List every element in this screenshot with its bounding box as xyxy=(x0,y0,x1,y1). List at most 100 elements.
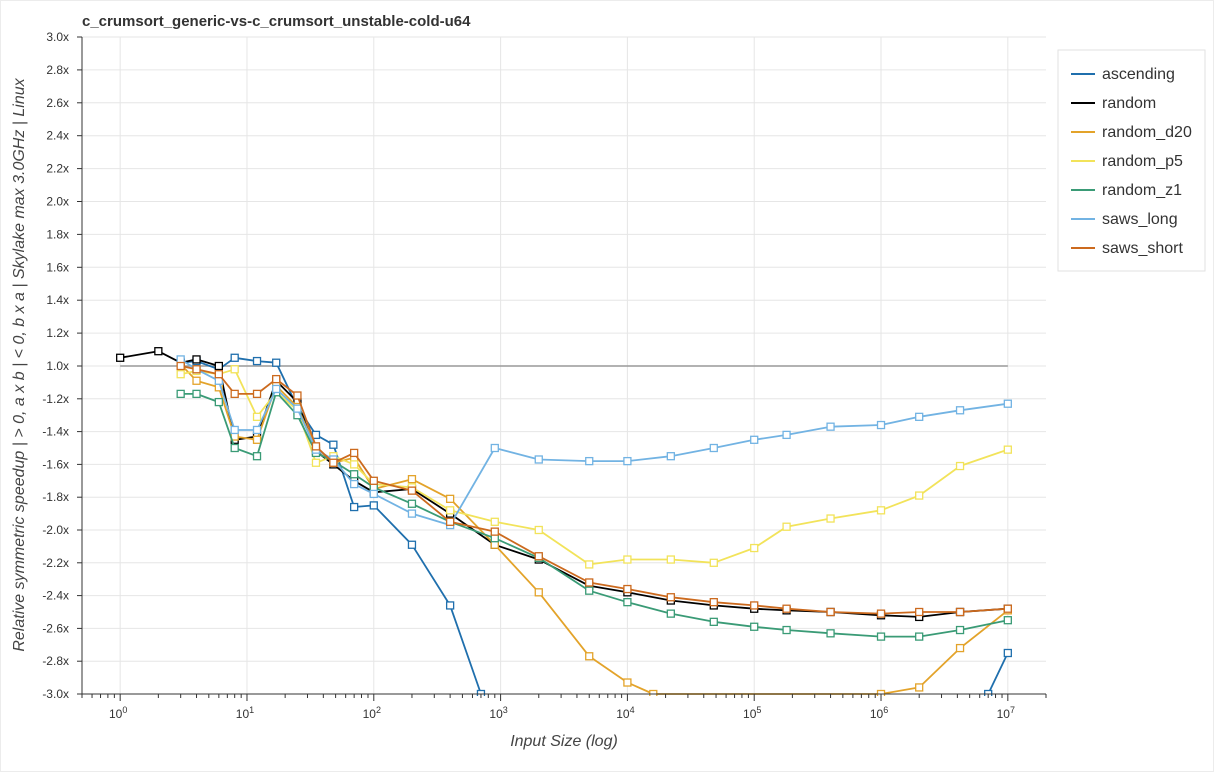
data-point xyxy=(876,420,886,430)
data-point xyxy=(252,356,262,366)
data-point xyxy=(252,412,262,421)
data-point xyxy=(915,607,924,617)
data-point xyxy=(585,456,594,466)
y-tick-label: -3.0x xyxy=(42,687,69,701)
data-point xyxy=(915,632,924,641)
x-axis-title: Input Size (log) xyxy=(510,733,618,750)
legend: ascending random random_d20 random_p5random… xyxy=(1057,49,1206,272)
data-point xyxy=(214,370,223,379)
data-point xyxy=(154,347,163,356)
data-point xyxy=(826,607,835,617)
data-point xyxy=(750,622,759,631)
legend-label: random_d20 xyxy=(1102,124,1192,141)
data-point xyxy=(349,502,359,512)
data-point xyxy=(252,425,262,435)
data-point xyxy=(1003,648,1012,658)
data-point xyxy=(272,384,281,394)
data-point xyxy=(623,598,632,607)
data-point xyxy=(782,522,791,531)
legend-label: saws_long xyxy=(1102,211,1178,228)
data-point xyxy=(369,489,378,499)
y-tick-label: -1.8x xyxy=(42,490,69,504)
data-point xyxy=(826,422,835,431)
data-point xyxy=(369,501,378,510)
data-point xyxy=(407,499,417,508)
data-point xyxy=(490,517,499,526)
data-point xyxy=(915,683,924,692)
y-tick-label: 1.8x xyxy=(46,227,69,241)
data-point xyxy=(1003,604,1012,613)
x-tick-label: 105 xyxy=(743,705,761,721)
data-point xyxy=(293,404,302,413)
legend-label: random_p5 xyxy=(1102,153,1183,170)
data-point xyxy=(407,475,417,484)
data-point xyxy=(666,593,675,602)
plot-area xyxy=(116,347,1012,696)
data-point xyxy=(192,365,201,374)
y-tick-label: -1.2x xyxy=(42,392,69,406)
data-point xyxy=(329,458,338,467)
data-point xyxy=(585,586,594,595)
y-tick-label: 3.0x xyxy=(46,30,69,44)
data-point xyxy=(311,458,321,467)
y-tick-label: 2.6x xyxy=(46,96,69,110)
data-point xyxy=(252,389,262,399)
data-point xyxy=(750,543,759,553)
x-tick-label: 103 xyxy=(489,705,507,721)
series-random-p5 xyxy=(176,365,1012,569)
data-point xyxy=(623,678,632,687)
series-saws-short xyxy=(176,361,1012,618)
data-point xyxy=(876,632,886,641)
legend-label: ascending xyxy=(1102,66,1175,83)
data-point xyxy=(349,470,359,479)
data-point xyxy=(826,629,835,638)
data-point xyxy=(955,607,965,617)
data-point xyxy=(585,578,594,587)
x-tick-label: 106 xyxy=(870,705,888,721)
data-point xyxy=(252,435,262,444)
data-point xyxy=(293,391,302,400)
data-point xyxy=(585,652,594,661)
y-tick-label: -2.6x xyxy=(42,621,69,635)
data-point xyxy=(407,509,417,518)
data-point xyxy=(445,601,455,610)
data-point xyxy=(955,461,965,471)
y-tick-label: 1.0x xyxy=(46,359,69,373)
data-point xyxy=(1003,399,1012,408)
data-point xyxy=(955,625,965,635)
axes: 3.0x 2.8x 2.6x 2.4x 2.2x 2.0x 1.8x 1.6x 1.4x 1.2x… xyxy=(42,30,1047,721)
legend-label: random xyxy=(1102,95,1156,112)
data-point xyxy=(192,376,201,385)
data-point xyxy=(750,435,759,444)
data-point xyxy=(709,558,718,567)
data-point xyxy=(230,425,239,435)
data-point xyxy=(1003,616,1012,625)
data-point xyxy=(230,353,239,362)
data-point xyxy=(915,491,924,500)
data-point xyxy=(349,479,359,489)
data-point xyxy=(955,406,965,415)
y-tick-label: 1.4x xyxy=(46,293,69,307)
y-tick-label: 1.2x xyxy=(46,326,69,340)
data-point xyxy=(176,361,185,371)
data-point xyxy=(445,517,455,526)
y-tick-label: -1.6x xyxy=(42,457,69,471)
y-tick-label: -2.0x xyxy=(42,523,69,537)
data-point xyxy=(534,552,543,561)
data-point xyxy=(230,443,239,453)
legend-label: random_z1 xyxy=(1102,182,1182,199)
y-axis-title: Relative symmetric speedup | > 0, a x b … xyxy=(11,77,28,651)
series-random xyxy=(116,347,1012,622)
x-tick-label: 104 xyxy=(616,705,634,721)
series-line xyxy=(180,365,1008,615)
data-point xyxy=(876,609,886,618)
data-point xyxy=(709,443,718,453)
x-tick-label: 102 xyxy=(363,705,381,721)
y-tick-label: 2.0x xyxy=(46,195,69,209)
data-point xyxy=(876,506,886,515)
data-point xyxy=(623,555,632,564)
data-point xyxy=(666,555,675,564)
data-point xyxy=(915,412,924,421)
data-point xyxy=(214,397,223,407)
